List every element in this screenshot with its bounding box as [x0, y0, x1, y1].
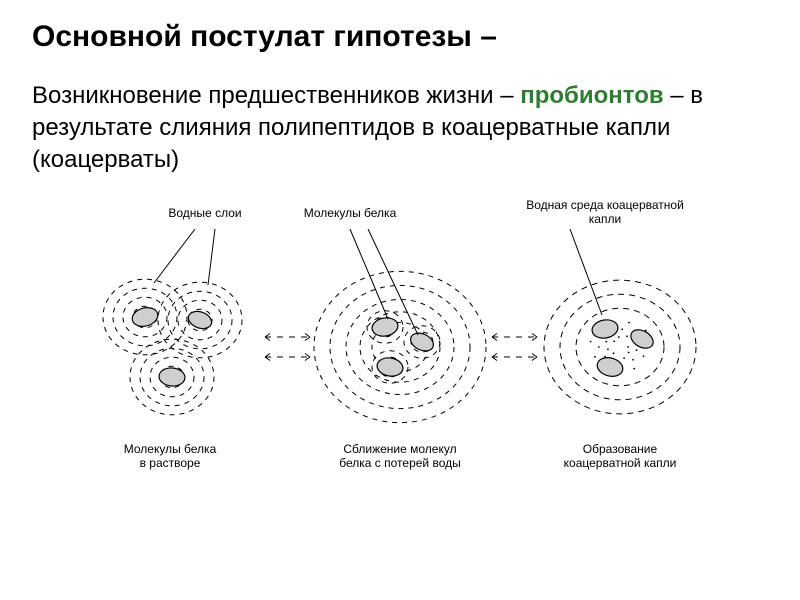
svg-text:Молекулы белка: Молекулы белка [304, 206, 397, 220]
svg-text:Водная среда коацерватнойкапли: Водная среда коацерватнойкапли [526, 198, 684, 226]
svg-text:Сближение молекулбелка с потер: Сближение молекулбелка с потерей воды [339, 442, 460, 470]
svg-text:Образованиекоацерватной капли: Образованиекоацерватной капли [564, 442, 677, 470]
body-highlight: пробионтов [520, 82, 663, 109]
svg-text:Водные слои: Водные слои [168, 206, 241, 220]
svg-text:Молекулы белкав растворе: Молекулы белкав растворе [124, 442, 217, 470]
body-prefix: Возникновение предшественников жизни – [32, 82, 520, 109]
diagram-container: Водные слои Молекулы белка Водная среда ко… [32, 187, 768, 487]
page-title: Основной постулат гипотезы – [32, 18, 768, 56]
body-paragraph: Возникновение предшественников жизни – п… [32, 80, 768, 177]
coacervate-diagram: Водные слои Молекулы белка Водная среда ко… [50, 187, 750, 487]
